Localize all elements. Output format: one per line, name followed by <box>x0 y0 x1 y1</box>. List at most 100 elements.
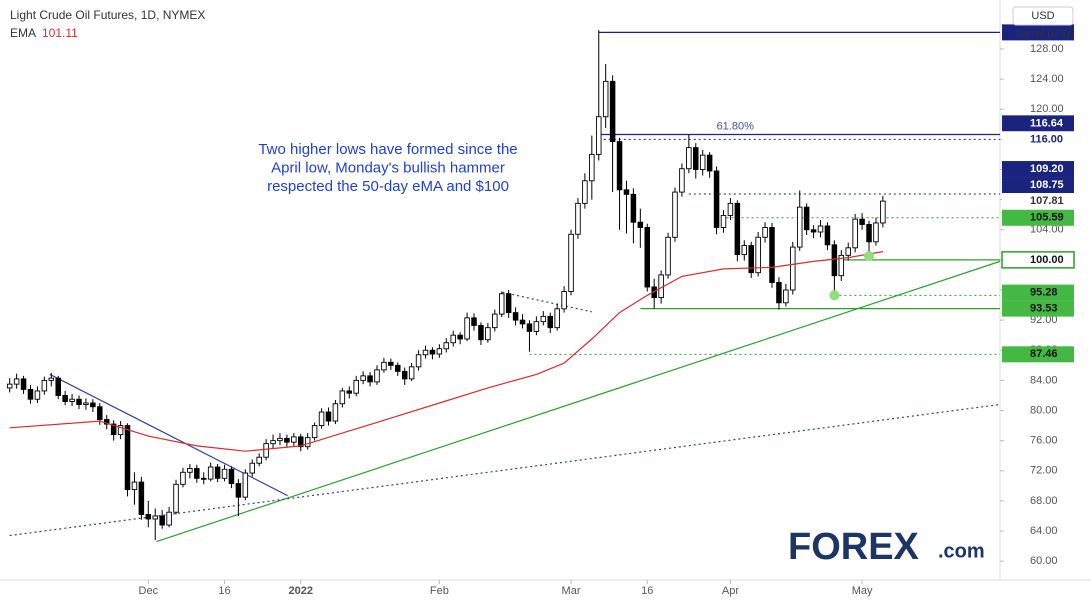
ema-line <box>9 251 884 452</box>
x-tick-label: Feb <box>430 585 449 597</box>
candle-body <box>367 375 373 383</box>
x-tick-label: 16 <box>641 585 653 597</box>
level-label: 100.00 <box>1030 254 1064 266</box>
level-label: 87.46 <box>1030 348 1058 360</box>
marker <box>829 290 840 301</box>
candle-body <box>284 437 290 443</box>
candle-body <box>790 246 796 291</box>
y-tick-label: 84.00 <box>1030 374 1058 386</box>
candle-body <box>83 402 89 405</box>
candle-body <box>436 348 443 355</box>
candle-body <box>159 515 165 526</box>
candle-body <box>332 403 339 422</box>
level-box <box>1002 24 1074 41</box>
level-box <box>1002 346 1074 363</box>
candle-body <box>596 116 602 155</box>
candle-body <box>6 383 13 389</box>
y-tick-label: 128.00 <box>1030 43 1064 55</box>
level-label: 93.53 <box>1030 303 1058 315</box>
candle-body <box>187 468 193 473</box>
candle-body <box>62 395 68 402</box>
candle-body <box>311 425 318 439</box>
candle-body <box>221 468 228 479</box>
x-tick-label: Mar <box>562 585 581 597</box>
candle-body <box>339 390 346 405</box>
candle-body <box>686 147 692 170</box>
y-tick-label: 104.00 <box>1030 224 1064 236</box>
level-box <box>1001 251 1075 269</box>
level-box <box>1002 209 1074 226</box>
brand: FOREX <box>788 526 920 568</box>
candle-body <box>533 321 540 332</box>
candle-body <box>200 477 207 480</box>
x-tick-label: May <box>852 585 873 597</box>
candle-body <box>672 191 678 238</box>
candle-body <box>422 349 429 356</box>
candle-body <box>464 317 470 340</box>
candle-body <box>665 236 671 276</box>
candle-body <box>90 402 96 408</box>
candle-body <box>263 443 269 458</box>
candle-body <box>492 313 498 329</box>
candle-body <box>450 334 456 344</box>
candle-body <box>13 378 20 385</box>
candle-body <box>48 377 55 381</box>
candle-body <box>630 193 637 223</box>
candle-body <box>471 317 477 326</box>
candle-body <box>762 227 768 238</box>
candle-body <box>637 221 644 228</box>
currency-box[interactable] <box>1012 6 1074 26</box>
candle-body <box>547 315 553 329</box>
candle-body <box>270 440 276 445</box>
level-label: 116.00 <box>1030 133 1063 145</box>
candle-body <box>623 189 630 195</box>
candle-body <box>699 154 706 170</box>
logo: FOREX .com <box>788 526 985 568</box>
candle-body <box>741 245 748 256</box>
trendline <box>9 403 1001 537</box>
candle-body <box>810 229 817 233</box>
candle-body <box>803 206 810 231</box>
candle-body <box>27 388 34 400</box>
candle-body <box>873 222 879 243</box>
candle-body <box>866 224 872 243</box>
indicator-name: EMA <box>10 26 36 40</box>
y-tick-label: 68.00 <box>1030 495 1058 507</box>
candle-body <box>374 369 380 383</box>
candle-body <box>388 361 394 366</box>
level-label: 109.20 <box>1030 163 1064 175</box>
y-tick-label: 64.00 <box>1030 525 1058 537</box>
candle-body <box>76 398 82 405</box>
candle-body <box>429 349 436 355</box>
candle-body <box>298 436 304 448</box>
candle-body <box>69 398 75 402</box>
candle-body <box>561 291 567 310</box>
price-axis: 60.0064.0068.0072.0076.0080.0084.0088.00… <box>1000 24 1075 567</box>
y-tick-label: 60.00 <box>1030 555 1058 567</box>
candle-body <box>540 315 547 323</box>
candle-body <box>381 361 387 371</box>
candle-body <box>838 254 845 277</box>
candle-body <box>277 437 283 442</box>
candle-body <box>498 293 505 315</box>
level-box <box>1002 161 1074 178</box>
candle-body <box>512 312 519 321</box>
indicator-value: 101.11 <box>42 26 78 40</box>
candle-body <box>415 354 422 368</box>
candle-body <box>817 225 824 233</box>
plot: Dec 16 2022 Feb Mar 16 Apr May 61.80% Two higher … <box>6 30 1001 597</box>
candle-body <box>124 425 131 491</box>
y-tick-label: 124.00 <box>1030 73 1064 85</box>
candle-body <box>318 411 325 427</box>
candle-body <box>727 202 734 216</box>
candle-body <box>20 378 27 390</box>
candle-body <box>575 202 581 235</box>
level-box <box>1002 193 1074 210</box>
candle-body <box>173 483 179 513</box>
currency[interactable]: USD <box>1031 10 1054 22</box>
candle-body <box>408 366 415 380</box>
candle-body <box>395 364 401 372</box>
candle-body <box>783 289 789 304</box>
candle-body <box>117 425 124 436</box>
